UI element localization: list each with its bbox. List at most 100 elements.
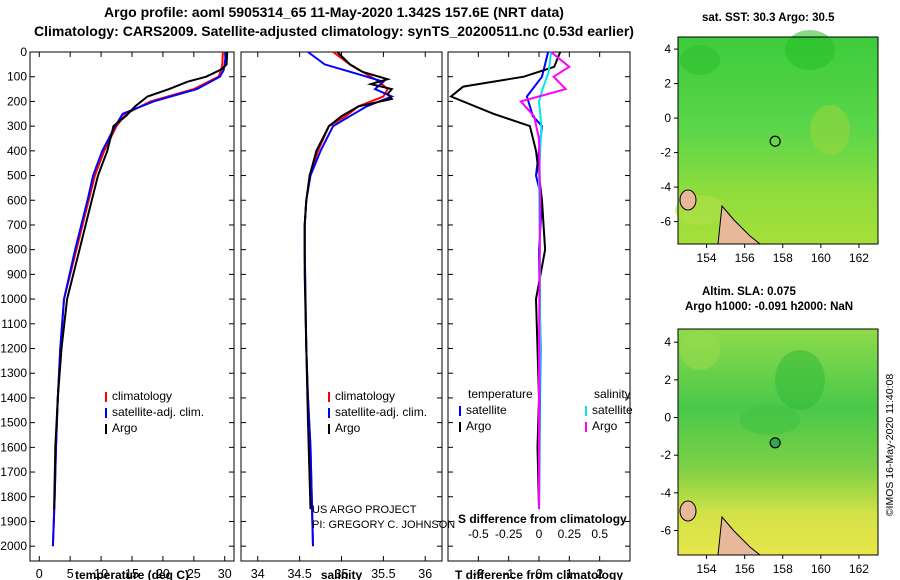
x-tick-label: -1 [503,567,514,580]
lat-tick-label: -4 [660,486,671,500]
secondary-tick-label: -0.5 [468,527,489,541]
legend-label: Argo [335,421,361,435]
y-tick-label: 0 [20,45,27,59]
x-tick-label: 0 [36,567,43,580]
sst-map-title: sat. SST: 30.3 Argo: 30.5 [702,12,835,24]
y-tick-label: 1600 [0,440,27,454]
legend-label: Argo [112,421,138,435]
x-tick-label: 36 [418,567,432,580]
y-tick-label: 200 [7,94,27,108]
secondary-tick-label: 0.5 [591,527,608,541]
series-line-satellite-adj-clim- [303,51,395,547]
y-tick-label: 500 [7,169,27,183]
legend-label: satellite [466,403,507,417]
lon-tick-label: 162 [849,562,869,576]
lon-tick-label: 156 [735,251,755,265]
lat-tick-label: 4 [664,42,671,56]
x-tick-label: 34 [251,567,265,580]
legend-label: satellite [592,403,633,417]
y-tick-label: 900 [7,267,27,281]
map-texture-patch [810,105,850,155]
panel-2-frame [240,51,443,562]
map-texture-patch [680,330,720,370]
x-tick-label: 1 [566,567,573,580]
y-tick-label: 1800 [0,490,27,504]
legend-label: satellite-adj. clim. [335,405,427,419]
lat-tick-label: -2 [660,146,671,160]
lat-tick-label: 2 [664,373,671,387]
lat-tick-label: 0 [664,411,671,425]
secondary-tick-label: -0.25 [495,527,523,541]
y-tick-label: 1700 [0,465,27,479]
sla-map-subtitle: Argo h1000: -0.091 h2000: NaN [685,301,854,313]
lon-tick-label: 158 [773,251,793,265]
x-tick-label: -2 [473,567,484,580]
y-tick-label: 800 [7,243,27,257]
x-tick-label: 15 [125,567,139,580]
secondary-axis-label: S difference from climatology [458,512,627,526]
map-1-frame [677,36,879,245]
y-tick-label: 1100 [1,317,27,331]
panel-1-frame [29,51,235,562]
lon-tick-label: 156 [735,562,755,576]
y-tick-label: 1000 [0,292,27,306]
legend-label: satellite-adj. clim. [112,405,204,419]
series-line-climatology [51,51,224,547]
x-tick-label: 2 [596,567,603,580]
island-land [679,189,697,211]
x-tick-label: 35 [335,567,349,580]
secondary-tick-label: 0 [536,527,543,541]
lat-tick-label: -2 [660,448,671,462]
y-tick-label: 400 [7,144,27,158]
secondary-tick-label: 0.25 [558,527,582,541]
x-tick-label: 34.5 [287,567,311,580]
y-tick-label: 1400 [0,391,27,405]
lon-tick-label: 154 [697,251,717,265]
x-tick-label: 5 [67,567,74,580]
lat-tick-label: -6 [660,215,671,229]
map-texture-patch [785,30,835,70]
legend-heading-salinity: salinity [594,387,631,401]
lon-tick-label: 162 [849,251,869,265]
sla-map-title: Altim. SLA: 0.075 [702,286,796,298]
project-annotation: US ARGO PROJECT [312,504,417,516]
pi-annotation: PI: GREGORY C. JOHNSON [312,519,455,531]
island-land [679,500,697,522]
lon-tick-label: 154 [697,562,717,576]
x-axis-label: T difference from climatology [455,568,623,580]
y-tick-label: 2000 [0,539,27,553]
lat-tick-label: -4 [660,180,671,194]
lat-tick-label: -6 [660,524,671,538]
x-tick-label: 0 [536,567,543,580]
y-tick-label: 600 [7,193,27,207]
x-tick-label: 10 [94,567,108,580]
lon-tick-label: 160 [811,562,831,576]
legend-label: climatology [335,389,395,403]
y-tick-label: 1900 [0,514,27,528]
series-line-salinity-satellite [537,51,553,510]
x-axis-label: temperature (deg C) [75,568,189,580]
y-tick-label: 1300 [0,366,27,380]
series-line-argo [303,51,394,510]
legend-label: Argo [466,419,492,433]
y-tick-label: 1200 [0,342,27,356]
x-tick-label: 25 [187,567,201,580]
y-tick-label: 100 [7,70,27,84]
legend-label: Argo [592,419,618,433]
x-tick-label: 20 [156,567,170,580]
map-texture-patch [740,405,800,435]
series-line-salinity-argo [518,51,572,510]
y-tick-label: 1500 [0,416,27,430]
x-tick-label: 35.5 [371,567,395,580]
y-tick-label: 700 [7,218,27,232]
y-tick-label: 300 [7,119,27,133]
map-texture-patch [680,45,720,75]
legend-label: climatology [112,389,172,403]
title-line-2: Climatology: CARS2009. Satellite-adjuste… [34,23,634,39]
series-line-argo [53,51,229,510]
x-axis-label: salinity [321,568,363,580]
argo-float-marker [769,135,781,147]
lat-tick-label: 2 [664,77,671,91]
series-line-satellite-adj-clim- [51,51,227,547]
